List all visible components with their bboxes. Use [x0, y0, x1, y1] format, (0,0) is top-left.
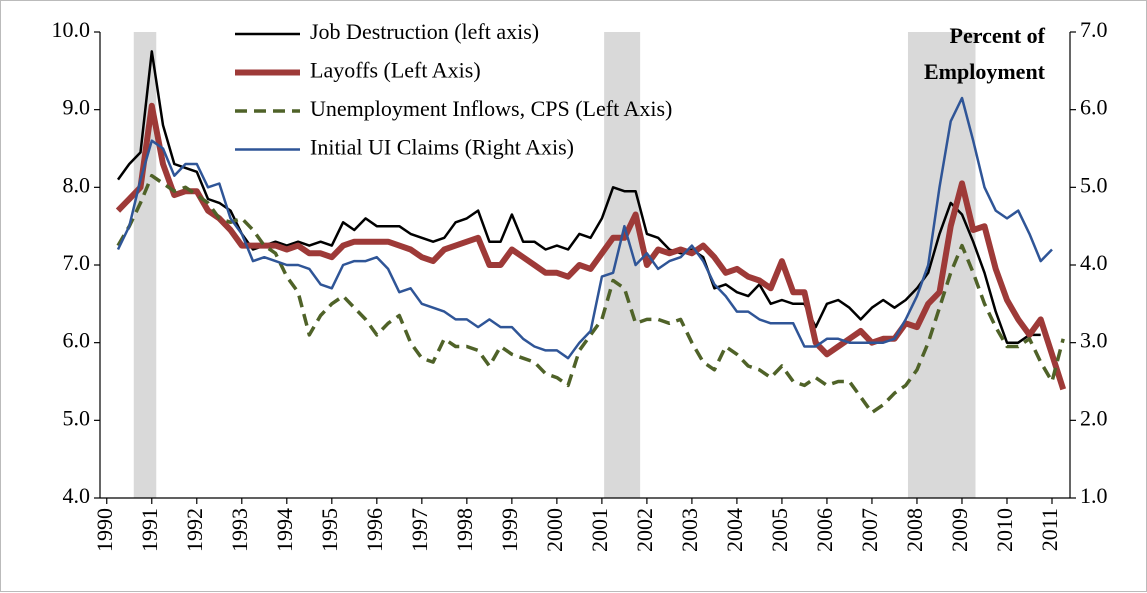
x-tick-label: 1995 — [317, 508, 342, 552]
x-tick-label: 1997 — [407, 508, 432, 552]
x-tick-label: 2006 — [812, 508, 837, 552]
x-tick-label: 2010 — [992, 508, 1017, 552]
x-tick-label: 1992 — [182, 508, 207, 552]
y-tick-label: 4.0 — [63, 483, 91, 508]
y2-tick-label: 4.0 — [1080, 250, 1108, 275]
legend-label: Layoffs (Left Axis) — [310, 58, 481, 83]
legend-label: Unemployment Inflows, CPS (Left Axis) — [310, 96, 672, 121]
y-tick-label: 6.0 — [63, 328, 91, 353]
x-tick-label: 2001 — [587, 508, 612, 552]
x-tick-label: 2011 — [1037, 508, 1062, 551]
y2-tick-label: 2.0 — [1080, 405, 1108, 430]
y2-tick-label: 1.0 — [1080, 483, 1108, 508]
x-tick-label: 2003 — [677, 508, 702, 552]
x-tick-label: 2004 — [722, 508, 747, 552]
x-tick-label: 2005 — [767, 508, 792, 552]
series-line — [116, 96, 1053, 360]
x-tick-label: 2009 — [947, 508, 972, 552]
x-tick-label: 2000 — [542, 508, 567, 552]
x-tick-label: 1993 — [227, 508, 252, 552]
x-tick-label: 1999 — [497, 508, 522, 552]
x-tick-label: 1998 — [452, 508, 477, 552]
x-tick-label: 1996 — [362, 508, 387, 552]
y2-tick-label: 3.0 — [1080, 328, 1108, 353]
y-tick-label: 5.0 — [63, 405, 91, 430]
legend-label: Job Destruction (left axis) — [310, 19, 539, 44]
y2-tick-label: 7.0 — [1080, 17, 1108, 42]
series-line — [116, 173, 1065, 415]
x-tick-label: 2002 — [632, 508, 657, 552]
x-tick-label: 1990 — [92, 508, 117, 552]
x-tick-label: 2008 — [902, 508, 927, 552]
y-tick-label: 10.0 — [52, 17, 91, 42]
x-tick-label: 1991 — [137, 508, 162, 552]
annotation: Percent of Employment — [924, 23, 1046, 84]
y-tick-label: 7.0 — [63, 250, 91, 275]
recession-shade — [604, 32, 641, 498]
y-tick-label: 9.0 — [63, 95, 91, 120]
y-tick-label: 8.0 — [63, 172, 91, 197]
y2-tick-label: 5.0 — [1080, 172, 1108, 197]
series-line — [115, 102, 1067, 391]
legend-label: Initial UI Claims (Right Axis) — [310, 135, 574, 160]
x-tick-label: 1994 — [272, 508, 297, 552]
y2-tick-label: 6.0 — [1080, 95, 1108, 120]
x-tick-label: 2007 — [857, 508, 882, 552]
